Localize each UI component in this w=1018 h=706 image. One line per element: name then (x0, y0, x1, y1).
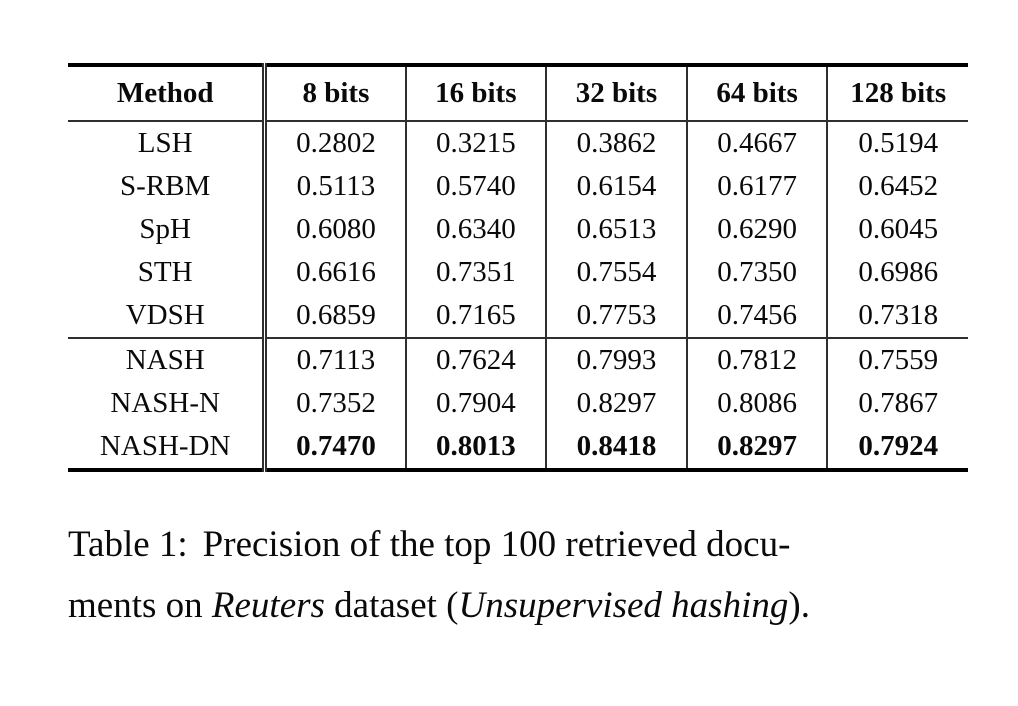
value-cell: 0.7456 (685, 294, 828, 338)
column-header-8bits: 8 bits (264, 65, 406, 122)
value-cell: 0.8013 (404, 425, 547, 470)
value-cell: 0.7812 (685, 337, 828, 382)
caption-text: dataset ( (324, 585, 459, 626)
column-header-method: Method (68, 65, 268, 122)
method-cell: NASH-DN (68, 425, 268, 470)
value-cell: 0.4667 (685, 121, 828, 165)
table-caption: Table 1: Precision of the top 100 retriev… (68, 514, 973, 636)
value-cell: 0.5113 (296, 170, 376, 202)
table-row: NASH 0.7113 0.7624 0.7993 0.7812 0.7559 (68, 337, 968, 382)
caption-text: ments on (68, 585, 212, 626)
value-cell: 0.7624 (404, 337, 547, 382)
table-row: STH 0.6616 0.7351 0.7554 0.7350 0.6986 (68, 251, 968, 294)
value-cell: 0.7904 (404, 382, 547, 425)
method-cell: S-RBM (68, 165, 268, 208)
value-cell: 0.2802 (296, 127, 376, 159)
value-cell: 0.8418 (545, 425, 687, 470)
value-cell: 0.8297 (545, 382, 687, 425)
value-cell: 0.6080 (296, 213, 376, 245)
value-cell: 0.7350 (685, 251, 828, 294)
value-cell: 0.7318 (826, 294, 968, 338)
value-cell: 0.7559 (826, 337, 968, 382)
table-row: NASH-DN 0.7470 0.8013 0.8418 0.8297 0.79… (68, 425, 968, 470)
value-cell: 0.7924 (826, 425, 968, 470)
value-cell: 0.7753 (545, 294, 687, 338)
method-cell: NASH-N (68, 382, 268, 425)
caption-line-2: ments on Reuters dataset (Unsupervised h… (68, 575, 973, 636)
value-cell: 0.7113 (264, 337, 406, 382)
table-row: LSH 0.2802 0.3215 0.3862 0.4667 0.5194 (68, 121, 968, 165)
column-header-32bits: 32 bits (545, 65, 687, 122)
caption-setting-name: Unsupervised hashing (458, 585, 789, 626)
value-cell: 0.7554 (545, 251, 687, 294)
value-cell: 0.8086 (685, 382, 828, 425)
caption-text: Precision of the top 100 retrieved docu- (202, 524, 791, 565)
table-row: S-RBM 0.5113 0.5740 0.6154 0.6177 0.6452 (68, 165, 968, 208)
table-row: VDSH 0.6859 0.7165 0.7753 0.7456 0.7318 (68, 294, 968, 338)
value-cell: 0.5194 (826, 121, 968, 165)
column-header-128bits: 128 bits (826, 65, 968, 122)
value-cell: 0.3862 (545, 121, 687, 165)
value-cell: 0.6177 (685, 165, 828, 208)
value-cell: 0.8297 (685, 425, 828, 470)
value-cell: 0.3215 (404, 121, 547, 165)
value-cell: 0.6452 (826, 165, 968, 208)
caption-dataset-name: Reuters (211, 585, 325, 626)
caption-line-1: Table 1: Precision of the top 100 retriev… (68, 514, 973, 575)
method-cell: VDSH (68, 294, 268, 338)
value-cell: 0.6045 (826, 208, 968, 251)
value-cell: 0.6154 (545, 165, 687, 208)
value-cell: 0.6986 (826, 251, 968, 294)
caption-table-number: Table 1: (68, 524, 188, 565)
value-cell: 0.7352 (296, 387, 376, 419)
value-cell: 0.7470 (296, 430, 376, 462)
value-cell: 0.7867 (826, 382, 968, 425)
value-cell: 0.7993 (545, 337, 687, 382)
table-row: SpH 0.6080 0.6340 0.6513 0.6290 0.6045 (68, 208, 968, 251)
column-header-16bits: 16 bits (404, 65, 547, 122)
value-cell: 0.6616 (296, 256, 376, 288)
value-cell: 0.6513 (545, 208, 687, 251)
method-cell: STH (68, 251, 268, 294)
method-cell: NASH (68, 337, 268, 382)
value-cell: 0.5740 (404, 165, 547, 208)
value-cell: 0.6290 (685, 208, 828, 251)
caption-text: ). (788, 585, 810, 626)
header-row: Method 8 bits 16 bits 32 bits 64 bits 12… (68, 65, 968, 122)
method-cell: SpH (68, 208, 268, 251)
value-cell: 0.7165 (404, 294, 547, 338)
method-cell: LSH (68, 121, 268, 165)
value-cell: 0.6340 (404, 208, 547, 251)
table-row: NASH-N 0.7352 0.7904 0.8297 0.8086 0.786… (68, 382, 968, 425)
column-header-64bits: 64 bits (685, 65, 828, 122)
value-cell: 0.7351 (404, 251, 547, 294)
results-table: Method 8 bits 16 bits 32 bits 64 bits 12… (68, 63, 968, 472)
value-cell: 0.6859 (296, 299, 376, 331)
